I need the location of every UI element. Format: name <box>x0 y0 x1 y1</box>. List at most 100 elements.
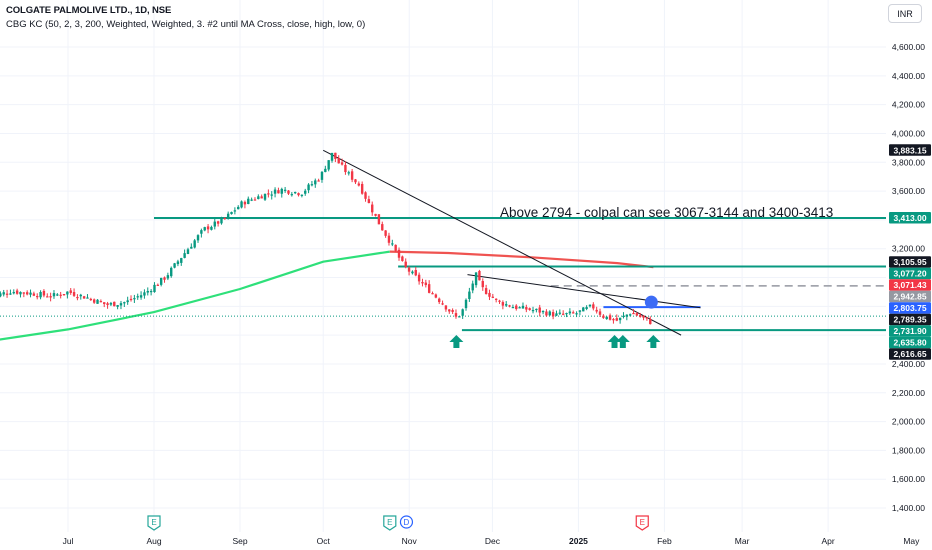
candle[interactable] <box>250 197 253 202</box>
candle[interactable] <box>79 293 82 300</box>
candle[interactable] <box>324 165 327 173</box>
candle[interactable] <box>558 309 562 316</box>
candle[interactable] <box>387 232 391 246</box>
candle[interactable] <box>149 289 153 296</box>
candle[interactable] <box>622 312 625 319</box>
candle[interactable] <box>582 306 585 312</box>
price-tag[interactable]: 2,731.90 <box>889 325 931 337</box>
candle[interactable] <box>206 224 210 234</box>
candle[interactable] <box>287 190 290 196</box>
candle[interactable] <box>59 291 62 299</box>
candle[interactable] <box>99 299 103 303</box>
candle[interactable] <box>411 270 414 275</box>
candle[interactable] <box>180 257 183 266</box>
candle[interactable] <box>508 304 511 308</box>
price-tag[interactable]: 3,413.00 <box>889 212 931 224</box>
candle[interactable] <box>307 183 310 194</box>
candle[interactable] <box>92 298 96 304</box>
candle[interactable] <box>555 310 558 317</box>
candle[interactable] <box>484 284 488 295</box>
price-tag[interactable]: 3,077.20 <box>889 267 931 280</box>
candle[interactable] <box>377 214 381 225</box>
candle[interactable] <box>592 302 595 311</box>
candle[interactable] <box>136 293 139 300</box>
candle[interactable] <box>2 289 5 297</box>
candle[interactable] <box>320 171 324 183</box>
candle[interactable] <box>49 292 52 302</box>
candle[interactable] <box>454 309 458 319</box>
candle[interactable] <box>427 280 431 294</box>
candle[interactable] <box>364 191 367 202</box>
candle[interactable] <box>143 289 146 299</box>
price-tag[interactable]: 2,616.65 <box>889 348 931 360</box>
candle[interactable] <box>280 187 283 198</box>
candle[interactable] <box>474 272 478 288</box>
candle[interactable] <box>371 201 374 216</box>
candle[interactable] <box>511 304 515 309</box>
price-tag[interactable]: 2,942.85 <box>889 290 931 303</box>
candle[interactable] <box>106 301 109 309</box>
candle[interactable] <box>572 310 575 314</box>
candle[interactable] <box>76 294 79 301</box>
candle[interactable] <box>337 155 340 164</box>
candle[interactable] <box>317 178 320 182</box>
candle[interactable] <box>133 294 136 303</box>
candle[interactable] <box>535 308 538 313</box>
candle[interactable] <box>421 278 424 287</box>
annotation-text[interactable]: Above 2794 - colpal can see 3067-3144 an… <box>500 205 833 220</box>
candle[interactable] <box>5 289 9 298</box>
candle[interactable] <box>223 217 227 220</box>
candle[interactable] <box>357 181 361 187</box>
candle[interactable] <box>213 218 216 230</box>
candle[interactable] <box>612 317 615 324</box>
candle[interactable] <box>22 292 26 298</box>
candle[interactable] <box>200 228 203 238</box>
candle[interactable] <box>129 295 133 302</box>
candle[interactable] <box>186 247 190 255</box>
indicator-legend[interactable]: CBG KC (50, 2, 3, 200, Weighted, Weighte… <box>6 19 366 30</box>
candle[interactable] <box>414 266 417 277</box>
candle[interactable] <box>183 249 186 259</box>
candle[interactable] <box>448 309 451 314</box>
candle[interactable] <box>441 300 444 306</box>
earnings-icon[interactable]: E <box>635 515 649 531</box>
candle[interactable] <box>347 170 350 176</box>
candle[interactable] <box>146 287 149 296</box>
candle[interactable] <box>277 187 280 194</box>
candle[interactable] <box>9 289 12 295</box>
candle[interactable] <box>109 301 113 307</box>
candle[interactable] <box>210 225 213 231</box>
candle[interactable] <box>374 213 377 217</box>
candle[interactable] <box>42 289 46 298</box>
candle[interactable] <box>96 299 99 304</box>
candle[interactable] <box>538 304 541 317</box>
candle[interactable] <box>39 290 42 300</box>
candle[interactable] <box>123 301 126 307</box>
candle[interactable] <box>56 293 59 297</box>
candle[interactable] <box>404 258 407 269</box>
candle[interactable] <box>233 207 237 215</box>
candle[interactable] <box>528 307 531 311</box>
candle[interactable] <box>226 211 230 220</box>
candle[interactable] <box>290 192 294 197</box>
candle[interactable] <box>639 312 642 318</box>
candle[interactable] <box>391 239 394 247</box>
candle[interactable] <box>247 196 250 205</box>
price-tag[interactable]: 2,635.80 <box>889 336 931 349</box>
candle[interactable] <box>62 293 66 296</box>
candle[interactable] <box>103 302 106 308</box>
candle[interactable] <box>642 315 645 321</box>
dividend-icon[interactable]: D <box>399 515 414 529</box>
candle[interactable] <box>478 269 481 281</box>
candle[interactable] <box>300 194 304 198</box>
candle[interactable] <box>461 308 464 319</box>
candle[interactable] <box>431 291 434 295</box>
candle[interactable] <box>494 298 498 303</box>
candle[interactable] <box>15 288 19 295</box>
candle[interactable] <box>561 310 565 316</box>
candle[interactable] <box>334 152 337 163</box>
candle[interactable] <box>36 293 39 300</box>
candle[interactable] <box>568 308 572 316</box>
candle[interactable] <box>649 316 652 325</box>
candle[interactable] <box>304 188 307 196</box>
